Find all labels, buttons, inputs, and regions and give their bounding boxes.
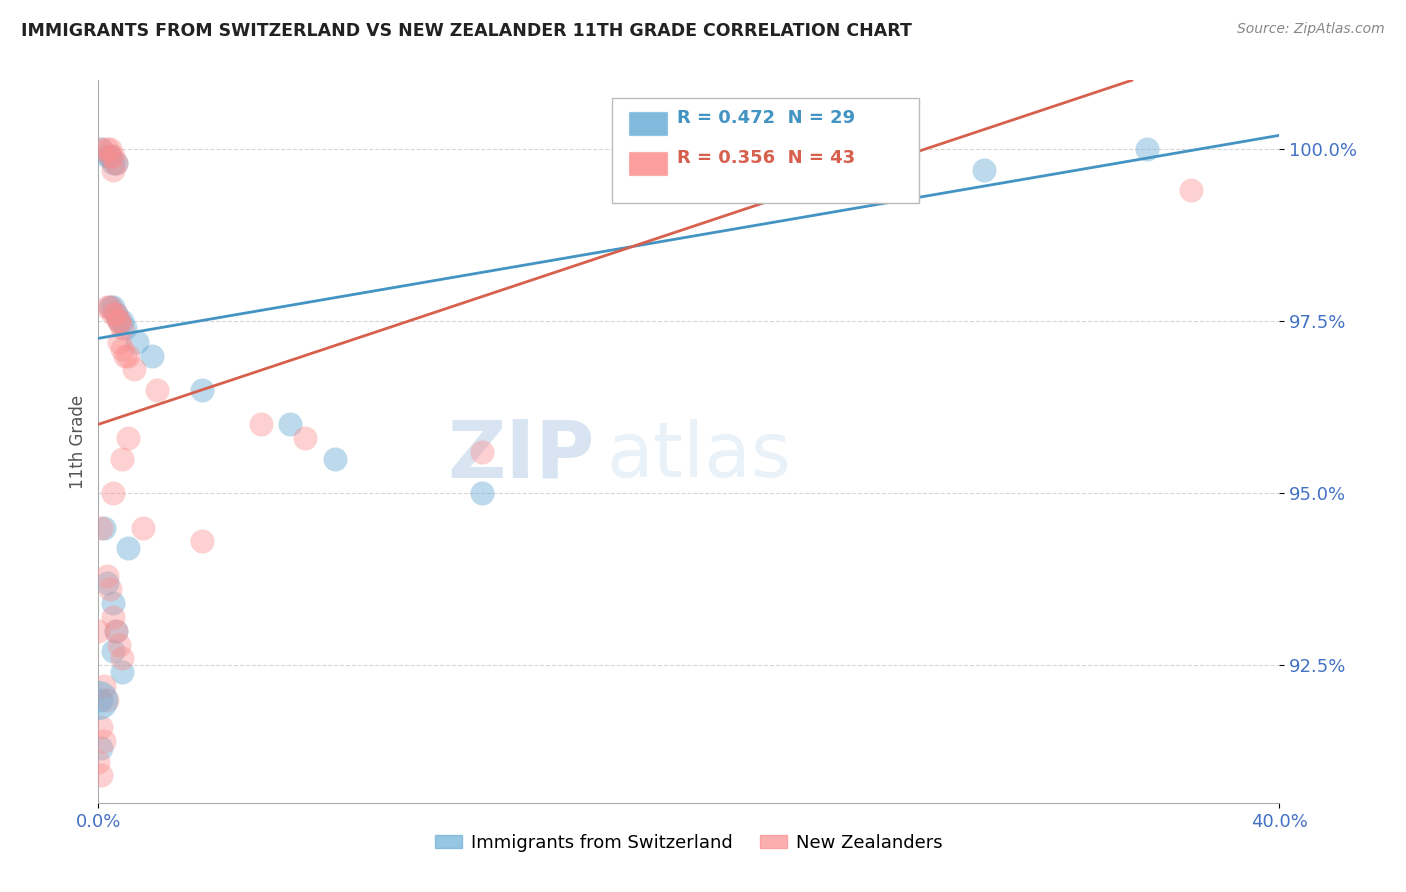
Point — [108, 314, 131, 328]
Point — [125, 334, 148, 349]
Point — [98, 582, 121, 597]
Point — [117, 349, 139, 363]
Point — [93, 734, 115, 748]
Point — [90, 142, 112, 156]
Point — [96, 301, 118, 315]
Point — [90, 768, 112, 782]
Point — [114, 321, 136, 335]
Point — [96, 149, 118, 163]
Point — [146, 383, 169, 397]
Text: Source: ZipAtlas.com: Source: ZipAtlas.com — [1237, 22, 1385, 37]
Point — [103, 149, 125, 163]
Point — [98, 142, 121, 156]
Point — [111, 651, 134, 665]
Point — [111, 314, 134, 328]
Point — [103, 610, 125, 624]
Point — [103, 156, 125, 170]
Point — [103, 596, 125, 610]
Y-axis label: 11th Grade: 11th Grade — [69, 394, 87, 489]
FancyBboxPatch shape — [627, 151, 668, 176]
Point — [93, 679, 115, 693]
Point — [1180, 183, 1202, 197]
Point — [108, 314, 131, 328]
Point — [103, 301, 125, 315]
Point — [471, 445, 494, 459]
Point — [111, 321, 134, 335]
Point — [105, 307, 128, 321]
Point — [90, 520, 112, 534]
Point — [105, 156, 128, 170]
Point — [111, 665, 134, 679]
Point — [90, 740, 112, 755]
Point — [90, 692, 112, 706]
Point — [280, 417, 302, 432]
Point — [141, 349, 163, 363]
Point — [87, 624, 110, 638]
Point — [96, 575, 118, 590]
Point — [471, 486, 494, 500]
Text: IMMIGRANTS FROM SWITZERLAND VS NEW ZEALANDER 11TH GRADE CORRELATION CHART: IMMIGRANTS FROM SWITZERLAND VS NEW ZEALA… — [21, 22, 912, 40]
Point — [191, 383, 214, 397]
Point — [108, 638, 131, 652]
Point — [90, 142, 112, 156]
Point — [122, 362, 145, 376]
Point — [98, 149, 121, 163]
Point — [132, 520, 155, 534]
Point — [114, 349, 136, 363]
Point — [93, 520, 115, 534]
Point — [117, 431, 139, 445]
Point — [111, 342, 134, 356]
Point — [103, 644, 125, 658]
Point — [117, 541, 139, 556]
Point — [96, 142, 118, 156]
Point — [98, 149, 121, 163]
Point — [103, 162, 125, 177]
Point — [105, 156, 128, 170]
Point — [105, 307, 128, 321]
Point — [90, 720, 112, 734]
Point — [323, 451, 346, 466]
Point — [96, 568, 118, 582]
Point — [108, 334, 131, 349]
Point — [98, 149, 121, 163]
Point — [98, 301, 121, 315]
Point — [105, 624, 128, 638]
Text: ZIP: ZIP — [447, 417, 595, 495]
Point — [103, 307, 125, 321]
Point — [1136, 142, 1159, 156]
Point — [87, 755, 110, 769]
Point — [108, 314, 131, 328]
Point — [103, 486, 125, 500]
Point — [111, 451, 134, 466]
Text: R = 0.356  N = 43: R = 0.356 N = 43 — [678, 149, 855, 167]
FancyBboxPatch shape — [612, 98, 920, 203]
FancyBboxPatch shape — [627, 112, 668, 136]
Text: R = 0.472  N = 29: R = 0.472 N = 29 — [678, 109, 855, 127]
Point — [105, 624, 128, 638]
Legend: Immigrants from Switzerland, New Zealanders: Immigrants from Switzerland, New Zealand… — [427, 826, 950, 859]
Point — [96, 692, 118, 706]
Point — [250, 417, 273, 432]
Text: atlas: atlas — [606, 419, 792, 493]
Point — [294, 431, 316, 445]
Point — [87, 692, 110, 706]
Point — [98, 301, 121, 315]
Point — [973, 162, 995, 177]
Point — [191, 534, 214, 549]
